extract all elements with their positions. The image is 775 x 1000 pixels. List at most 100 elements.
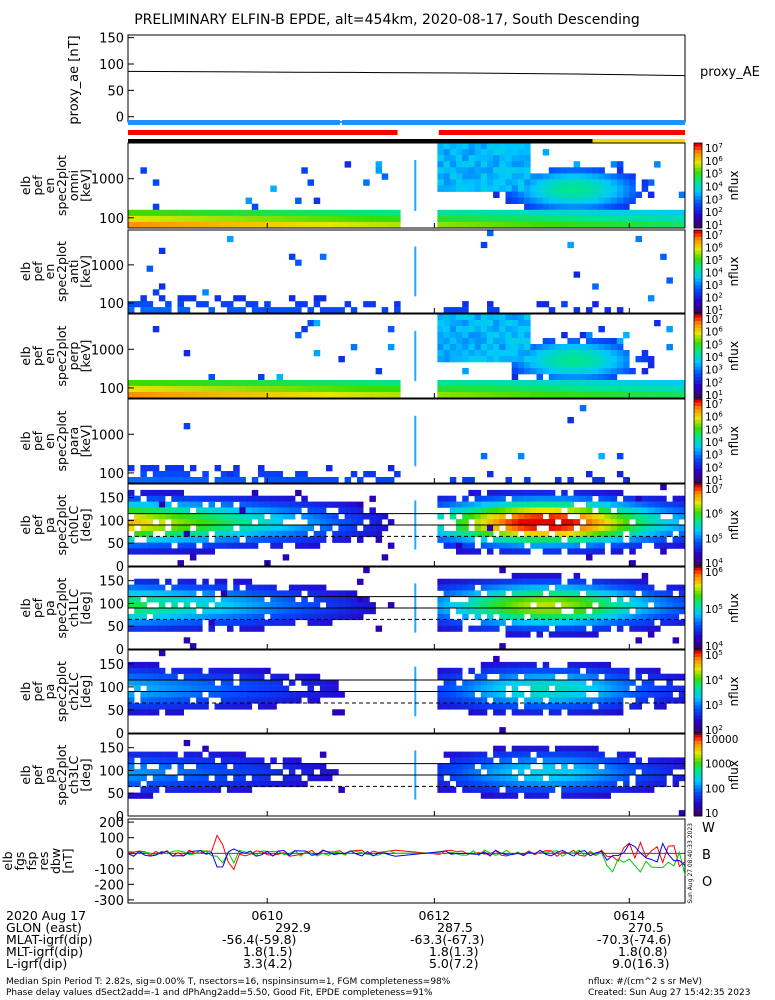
colorbar-unit: nflux [727,677,741,707]
spectrogram-cell [165,392,172,399]
spectrogram-cell [140,209,147,217]
spectrogram-cell [375,161,383,168]
spectrogram-cell [165,530,172,538]
panel-ylabel-line: pef [30,345,45,366]
colorbar-band [694,321,702,325]
spectrogram-cell [177,530,184,538]
spectrogram-cell [381,392,389,399]
spectrogram-cell [647,191,655,198]
spectrogram-cell [586,215,593,223]
spectrogram-cell [462,477,469,484]
spectrogram-cell [369,507,376,514]
spectrogram-cell [301,477,308,484]
spectrogram-cell [579,697,587,704]
spectrogram-cell [152,667,160,674]
spectrogram-cell [264,602,271,609]
spectrogram-cell [183,673,191,680]
spectrogram-cell [140,619,147,626]
spectrogram-cell [443,356,451,363]
spectrogram-cell [270,477,277,484]
colorbar-band [694,726,702,730]
spectrogram-cell [511,745,519,752]
spectrogram-cell [332,215,339,223]
spectrogram-cell [189,775,197,782]
spectrogram-cell [567,417,574,424]
panel-ylabel-line: ch0LC [66,506,81,545]
spectrogram-cell [220,501,228,508]
dbw-ytick-label: 200 [99,816,124,831]
spectrogram-cell [251,380,259,387]
spectrogram-cell [251,489,259,497]
spectrogram-cell [437,667,444,674]
spectrogram-cell [561,596,568,603]
spectrogram-cell [666,685,673,692]
spectrogram-cell [666,507,673,514]
spectrogram-cell [183,578,191,585]
spectrogram-cell [598,596,605,603]
spectrogram-cell [530,596,537,603]
spectrogram-cell [288,780,296,788]
spectrogram-cell [567,578,574,585]
spectrogram-cell [542,792,550,799]
spectrogram-cell [270,380,277,387]
spectrogram-cell [598,368,605,375]
spectrogram-cell [258,602,265,609]
spectrogram-cell [245,584,253,591]
spectrogram-cell [511,691,519,698]
spectrogram-cell [295,697,302,704]
spectrogram-cell [548,608,556,615]
spectrogram-cell [369,471,376,478]
spectrogram-cell [586,519,593,526]
spectrogram-cell [672,584,680,591]
spectrogram-cell [449,530,457,538]
colorbar-tick-label: 101 [705,474,723,487]
spectrogram-cell [517,149,525,156]
spectrogram-cell [369,513,376,520]
spectrogram-cell [542,386,550,393]
spectrogram-cell [542,596,550,603]
colorbar-band [694,625,702,629]
panel-ytick-label: 50 [107,620,124,635]
spectrogram-cell [480,185,488,192]
colorbar-tick-base: 10 [705,339,718,351]
spectrogram-cell [456,757,463,764]
spectrogram-cell [654,215,661,223]
spectrogram-cell [183,477,191,484]
spectrogram-cell [189,667,197,674]
spectrogram-cell [381,554,389,561]
spectrogram-cell [146,691,154,698]
spectrogram-cell [375,392,383,399]
spectrogram-cell [530,590,537,597]
spectrogram-cell [474,344,482,351]
spectrogram-cell [140,775,147,782]
spectrogram-cell [480,173,488,180]
colorbar-tick-base: 10 [705,604,718,616]
spectrogram-cell [152,775,160,782]
spectrogram-cell [301,673,308,680]
spectrogram-cell [264,495,271,502]
spectrogram-cell [524,149,531,156]
spectrogram-cell [171,386,178,393]
spectrogram-cell [660,757,667,764]
spectrogram-cell [480,155,488,162]
colorbar-frame [693,733,703,817]
panel-ylabel-line: ch3LC [66,756,81,795]
spectrogram-cell [567,215,574,223]
spectrogram-cell [530,792,537,799]
spectrogram-cell [530,350,537,357]
spectrogram-cell [555,572,562,580]
spectrogram-cell [641,501,649,508]
spectrogram-cell [258,596,265,603]
spectrogram-cell [443,314,451,321]
colorbar-tick-label: 102 [705,461,723,474]
spectrogram-cell [128,301,135,308]
spectrogram-cell [128,769,135,776]
spectrogram-cell [678,542,686,549]
spectrogram-cell [128,548,135,555]
spectrogram-cell [487,314,494,321]
spectrogram-cell [165,751,172,758]
spectrogram-cell [517,709,525,716]
spectrogram-cell [220,477,228,484]
spectrogram-cell [258,519,265,526]
spectrogram-cell [468,703,475,710]
